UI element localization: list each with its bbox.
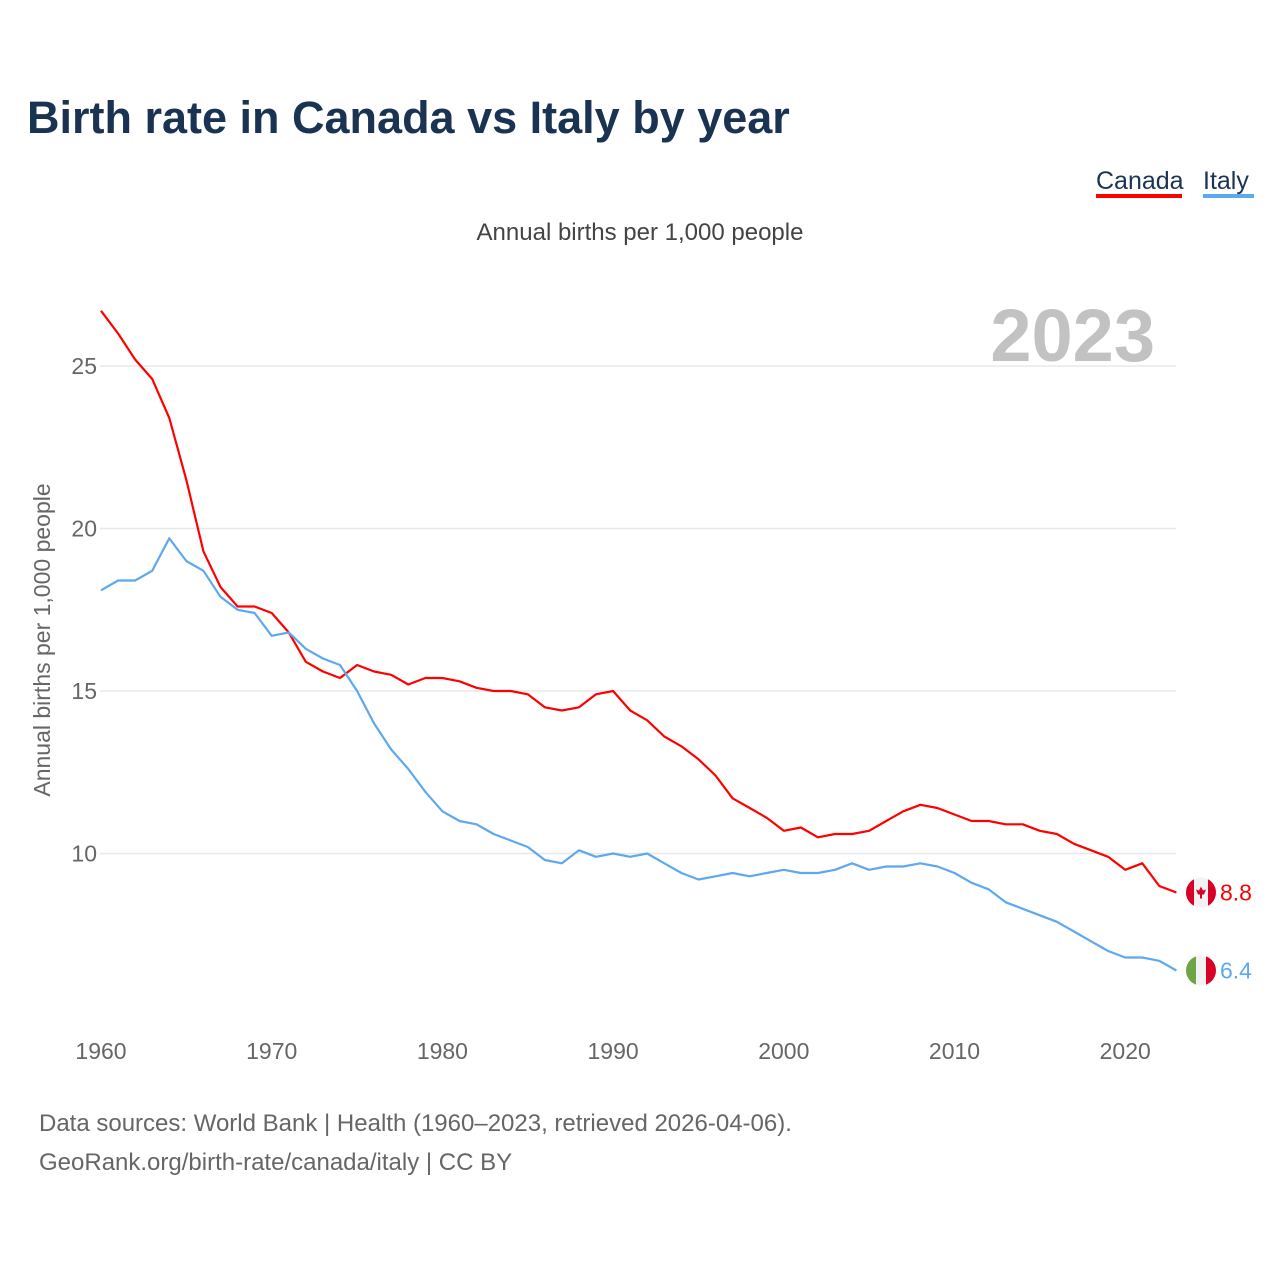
x-axis-ticks: 1960 1970 1980 1990 2000 2010 2020	[75, 1038, 1150, 1064]
footer-sources: Data sources: World Bank | Health (1960–…	[39, 1110, 792, 1137]
end-value-italy: 6.4	[1220, 958, 1252, 984]
gridlines: 10 15 20 25	[71, 353, 1176, 867]
legend: Canada Italy	[1096, 167, 1254, 198]
y-tick-label: 20	[71, 516, 97, 542]
y-tick-label: 25	[71, 353, 97, 379]
x-tick-label: 2010	[929, 1038, 980, 1064]
legend-swatch	[1096, 194, 1182, 198]
chart-title: Birth rate in Canada vs Italy by year	[27, 92, 790, 143]
x-tick-label: 1960	[75, 1038, 126, 1064]
y-tick-label: 10	[71, 841, 97, 867]
italy-flag-icon	[1186, 955, 1216, 986]
year-label: 2023	[990, 294, 1155, 377]
end-value-canada: 8.8	[1220, 880, 1252, 906]
chart-subtitle: Annual births per 1,000 people	[477, 219, 804, 246]
x-tick-label: 1980	[417, 1038, 468, 1064]
x-tick-label: 2020	[1100, 1038, 1151, 1064]
y-axis-label: Annual births per 1,000 people	[29, 483, 55, 796]
series-line-canada	[100, 310, 1177, 894]
series-line-italy	[100, 537, 1177, 972]
y-tick-label: 15	[71, 678, 97, 704]
x-tick-label: 1990	[588, 1038, 639, 1064]
x-tick-label: 1970	[246, 1038, 297, 1064]
footer-url[interactable]: GeoRank.org/birth-rate/canada/italy | CC…	[39, 1149, 512, 1176]
x-tick-label: 2000	[758, 1038, 809, 1064]
end-labels: 8.8 6.4	[1186, 877, 1252, 986]
legend-item-italy[interactable]: Italy	[1203, 167, 1249, 195]
series-lines	[100, 310, 1177, 972]
legend-item-canada[interactable]: Canada	[1096, 167, 1184, 195]
legend-swatch	[1203, 194, 1254, 198]
canada-flag-icon	[1186, 877, 1216, 908]
